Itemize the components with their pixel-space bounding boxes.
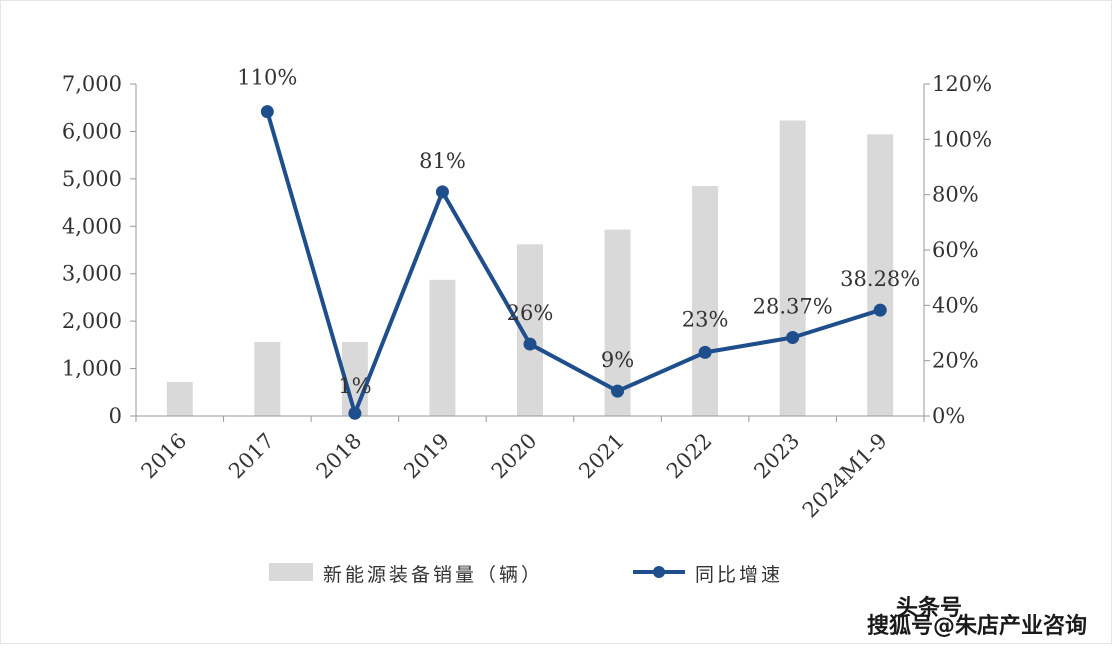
x-tick-label: 2024M1-9 (798, 429, 892, 523)
watermark-line2: 搜狐号@朱店产业咨询 (867, 613, 1087, 639)
x-tick-label: 2022 (662, 429, 717, 484)
y-left-tick-label: 6,000 (62, 119, 122, 143)
bar-2022 (692, 185, 719, 416)
growth-point-2022 (698, 345, 712, 359)
y-left-tick-label: 0 (109, 404, 122, 428)
y-right-tick-label: 40% (932, 293, 979, 317)
data-label-2023: 28.37% (753, 295, 833, 319)
watermark-line1: 头条号 (896, 595, 962, 621)
y-right-tick-label: 60% (932, 238, 979, 262)
growth-point-2021 (611, 384, 625, 398)
legend-bar-swatch (269, 563, 313, 581)
growth-point-2024M1-9 (873, 303, 887, 317)
legend-line-marker (653, 566, 665, 578)
growth-point-2019 (435, 185, 449, 199)
x-tick-label: 2019 (399, 429, 454, 484)
line-group (260, 105, 887, 420)
data-label-2022: 23% (682, 307, 729, 331)
x-tick-label: 2018 (312, 429, 367, 484)
x-tick-label: 2016 (137, 429, 192, 484)
y-left-tick-label: 7,000 (62, 72, 122, 96)
growth-point-2020 (523, 337, 537, 351)
growth-point-2018 (348, 406, 362, 420)
bars-group (166, 120, 894, 417)
bar-2016 (166, 381, 193, 416)
y-right-tick-label: 0% (932, 404, 965, 428)
data-label-2019: 81% (419, 149, 466, 173)
y-left-tick-label: 5,000 (62, 167, 122, 191)
y-left-tick-label: 1,000 (62, 357, 122, 381)
bar-2024M1-9 (867, 134, 894, 416)
y-left-tick-label: 4,000 (62, 214, 122, 238)
x-tick-label: 2023 (749, 429, 804, 484)
watermark: 头条号 搜狐号@朱店产业咨询 (867, 595, 1087, 639)
data-labels-group: 110% 1% 81% 26% 9% 23% 28.37% 38.28% (237, 66, 920, 399)
data-label-2024M1-9: 38.28% (840, 267, 920, 291)
bar-2019 (429, 279, 456, 416)
data-label-2021: 9% (601, 348, 634, 372)
y-right-tick-label: 100% (932, 127, 992, 151)
bar-2017 (254, 342, 281, 416)
y-right-tick-label: 120% (932, 72, 992, 96)
y-right-tick-label: 20% (932, 349, 979, 373)
legend-line-label: 同比增速 (695, 564, 783, 586)
legend: 新能源装备销量（辆） 同比增速 (269, 563, 783, 586)
data-label-2020: 26% (507, 301, 554, 325)
y-left-tick-label: 3,000 (62, 262, 122, 286)
x-tick-label: 2020 (487, 429, 542, 484)
x-tick-label: 2017 (224, 429, 279, 484)
data-label-2018: 1% (338, 374, 371, 398)
growth-point-2017 (260, 105, 274, 119)
data-label-2017: 110% (237, 66, 297, 90)
legend-bar-label: 新能源装备销量（辆） (323, 564, 543, 586)
y-right-tick-label: 80% (932, 183, 979, 207)
y-left-tick-label: 2,000 (62, 309, 122, 333)
x-tick-label: 2021 (574, 429, 629, 484)
growth-point-2023 (786, 331, 800, 345)
growth-line (265, 111, 881, 416)
bar-2023 (779, 120, 806, 417)
